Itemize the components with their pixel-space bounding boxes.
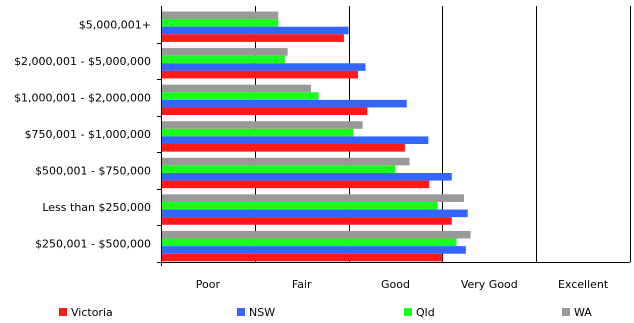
y-tick-labels: $5,000,001+ $2,000,001 - $5,000,000 $1,000… [14, 18, 151, 250]
legend: Victoria NSW Qld WA [59, 306, 592, 319]
x-tick-label: Very Good [461, 278, 518, 291]
y-tick-label: $250,001 - $500,000 [35, 238, 151, 251]
y-tick-label: $2,000,001 - $5,000,000 [14, 55, 151, 68]
y-tick-label: $5,000,001+ [79, 18, 151, 31]
bar-wa [161, 230, 471, 239]
bar-wa [161, 121, 363, 129]
y-tick-label: $750,001 - $1,000,000 [25, 128, 151, 141]
bar-wa [161, 11, 279, 20]
bar-nsw [161, 209, 468, 218]
bar-qld [161, 165, 396, 173]
bar-nsw [161, 172, 452, 181]
bars [161, 11, 471, 262]
bar-victoria [161, 144, 405, 152]
y-tick-label: $500,001 - $750,000 [35, 165, 151, 178]
legend-swatch-wa [562, 308, 570, 316]
legend-label-victoria: Victoria [71, 306, 113, 319]
bar-wa [161, 194, 464, 202]
bar-victoria [161, 70, 358, 79]
x-tick-label: Good [381, 278, 410, 291]
bar-nsw [161, 246, 466, 254]
bar-victoria [161, 180, 430, 189]
bar-qld [161, 92, 319, 100]
legend-swatch-victoria [59, 308, 67, 316]
bar-nsw [161, 99, 407, 108]
bar-victoria [161, 253, 443, 262]
x-tick-label: Poor [196, 278, 221, 291]
bar-qld [161, 55, 285, 64]
legend-label-wa: WA [574, 306, 592, 319]
bar-qld [161, 238, 457, 247]
bar-wa [161, 84, 312, 93]
bar-victoria [161, 34, 344, 42]
bar-nsw [161, 63, 366, 71]
bar-victoria [161, 107, 368, 116]
axes [157, 6, 630, 266]
bar-qld [161, 128, 354, 137]
y-tick-label: Less than $250,000 [42, 201, 151, 214]
y-tick-label: $1,000,001 - $2,000,000 [14, 91, 151, 104]
bar-wa [161, 157, 410, 166]
bar-nsw [161, 26, 349, 35]
x-tick-labels: Poor Fair Good Very Good Excellent [196, 278, 609, 291]
bar-qld [161, 201, 438, 210]
legend-swatch-qld [404, 308, 412, 316]
x-tick-label: Fair [292, 278, 312, 291]
legend-label-qld: Qld [416, 306, 435, 319]
bar-wa [161, 48, 288, 56]
legend-label-nsw: NSW [249, 306, 275, 319]
bar-victoria [161, 217, 452, 225]
x-tick-label: Excellent [558, 278, 609, 291]
bar-nsw [161, 136, 429, 145]
legend-swatch-nsw [237, 308, 245, 316]
bar-qld [161, 19, 279, 27]
